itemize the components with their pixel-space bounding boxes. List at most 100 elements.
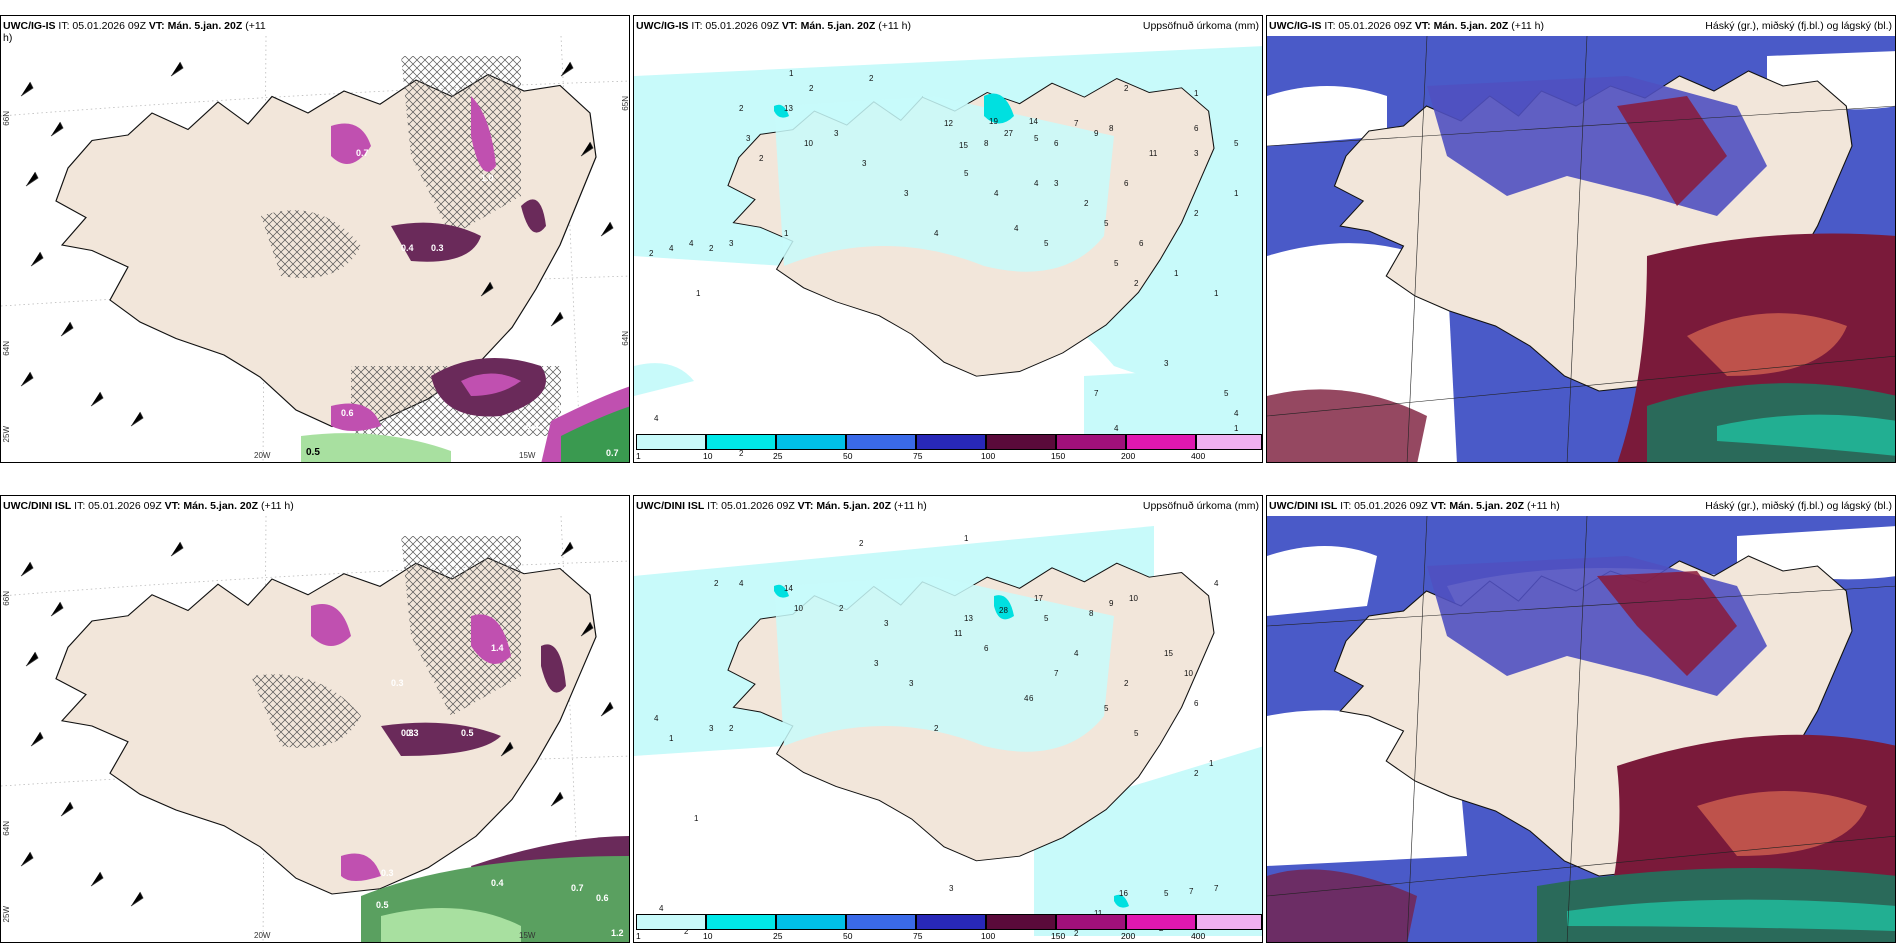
- lat-label: 64N: [621, 331, 630, 346]
- svg-text:4: 4: [1074, 649, 1079, 658]
- svg-text:6: 6: [1194, 124, 1199, 133]
- lat-label: 64N: [2, 821, 11, 836]
- lat-label: 66N: [2, 591, 11, 606]
- svg-text:3: 3: [746, 134, 751, 143]
- svg-text:2: 2: [649, 249, 654, 258]
- svg-text:1: 1: [1209, 759, 1214, 768]
- svg-text:7: 7: [1054, 669, 1059, 678]
- svg-text:5: 5: [1044, 614, 1049, 623]
- svg-text:2: 2: [859, 539, 864, 548]
- svg-text:10: 10: [1129, 594, 1138, 603]
- svg-text:5: 5: [1234, 139, 1239, 148]
- colorbar-tick: 1: [636, 931, 641, 941]
- svg-text:1: 1: [669, 734, 674, 743]
- colorbar-tick: 25: [773, 451, 783, 461]
- svg-text:1: 1: [784, 229, 789, 238]
- colorbar-tick: 75: [913, 931, 923, 941]
- colorbar-swatch: [776, 914, 846, 930]
- svg-text:3: 3: [904, 189, 909, 198]
- svg-text:0.3: 0.3: [431, 243, 444, 253]
- svg-text:13: 13: [784, 104, 793, 113]
- svg-text:0.3: 0.3: [381, 868, 394, 878]
- svg-text:5: 5: [1134, 729, 1139, 738]
- colorbar-swatch: [1196, 914, 1262, 930]
- svg-text:4: 4: [669, 244, 674, 253]
- svg-text:4: 4: [994, 189, 999, 198]
- svg-text:4: 4: [659, 904, 664, 913]
- svg-text:0.4: 0.4: [401, 243, 414, 253]
- svg-text:0.7: 0.7: [571, 883, 584, 893]
- svg-text:3: 3: [1194, 149, 1199, 158]
- svg-text:2: 2: [869, 74, 874, 83]
- svg-text:12: 12: [944, 119, 953, 128]
- svg-text:2: 2: [934, 724, 939, 733]
- svg-text:7: 7: [1074, 119, 1079, 128]
- svg-text:1: 1: [1194, 89, 1199, 98]
- svg-text:0.2: 0.2: [576, 393, 589, 403]
- svg-text:0.2: 0.2: [556, 403, 569, 413]
- svg-text:1: 1: [1174, 269, 1179, 278]
- svg-text:11: 11: [1094, 909, 1103, 918]
- svg-text:1: 1: [694, 814, 699, 823]
- svg-text:2: 2: [729, 724, 734, 733]
- wind-precip-panel-igis: UWC/IG-IS IT: 05.01.2026 09Z VT: Mán. 5.…: [0, 15, 630, 463]
- svg-text:0.5: 0.5: [461, 728, 474, 738]
- colorbar-tick: 200: [1121, 451, 1136, 461]
- precip-green: [361, 856, 629, 942]
- panel-subtitle: Uppsöfnuð úrkoma (mm): [1142, 500, 1259, 512]
- colorbar-swatch: [1056, 434, 1126, 450]
- svg-text:6: 6: [1124, 179, 1129, 188]
- svg-text:9: 9: [1094, 129, 1099, 138]
- svg-text:0.3: 0.3: [401, 728, 414, 738]
- panel-subtitle: Uppsöfnuð úrkoma (mm): [1142, 20, 1259, 32]
- colorbar-tick: 150: [1051, 451, 1066, 461]
- svg-text:5: 5: [1224, 389, 1229, 398]
- svg-text:6: 6: [1139, 239, 1144, 248]
- colorbar-tick: 1: [636, 451, 641, 461]
- colorbar-tick: 200: [1121, 931, 1136, 941]
- svg-text:27: 27: [1004, 129, 1013, 138]
- svg-text:6: 6: [1054, 139, 1059, 148]
- svg-text:5: 5: [1044, 239, 1049, 248]
- colorbar-tick: 100: [981, 451, 996, 461]
- colorbar-tick: 150: [1051, 931, 1066, 941]
- svg-text:5: 5: [1034, 134, 1039, 143]
- panel-title: UWC/DINI ISL IT: 05.01.2026 09Z VT: Mán.…: [1269, 500, 1560, 512]
- cloud-panel-igis: UWC/IG-IS IT: 05.01.2026 09Z VT: Mán. 5.…: [1266, 15, 1896, 463]
- svg-text:4: 4: [934, 229, 939, 238]
- svg-text:8: 8: [1109, 124, 1114, 133]
- svg-text:1: 1: [1234, 424, 1239, 433]
- svg-text:2: 2: [739, 104, 744, 113]
- svg-text:7: 7: [1214, 884, 1219, 893]
- colorbar-tick: 50: [843, 451, 853, 461]
- colorbar-swatch: [636, 434, 706, 450]
- panel-title: UWC/DINI ISL IT: 05.01.2026 09Z VT: Mán.…: [3, 500, 294, 512]
- svg-text:1.4: 1.4: [491, 643, 504, 653]
- wind-precip-panel-dini: UWC/DINI ISL IT: 05.01.2026 09Z VT: Mán.…: [0, 495, 630, 943]
- colorbar-swatch: [916, 434, 986, 450]
- wind-barbs: [20, 541, 614, 907]
- svg-text:9: 9: [1109, 599, 1114, 608]
- snow-hatch: [251, 536, 521, 748]
- svg-text:0.6: 0.6: [341, 408, 354, 418]
- svg-text:17: 17: [1034, 594, 1043, 603]
- svg-text:0.6: 0.6: [596, 893, 609, 903]
- svg-text:1.2: 1.2: [611, 928, 624, 938]
- colorbar-tick: 10: [703, 451, 713, 461]
- svg-text:6: 6: [984, 644, 989, 653]
- svg-text:0.3: 0.3: [406, 728, 419, 738]
- svg-text:3: 3: [884, 619, 889, 628]
- precip-green: [301, 406, 629, 462]
- svg-text:0.3: 0.3: [391, 678, 404, 688]
- svg-text:4: 4: [654, 414, 659, 423]
- panel-title: UWC/IG-IS IT: 05.01.2026 09Z VT: Mán. 5.…: [3, 20, 266, 44]
- colorbar-swatch: [776, 434, 846, 450]
- lat-label: 66N: [2, 111, 11, 126]
- svg-text:3: 3: [909, 679, 914, 688]
- colorbar-tick: 75: [913, 451, 923, 461]
- colorbar-swatch: [706, 914, 776, 930]
- colorbar-tick: 25: [773, 931, 783, 941]
- colorbar-tick: 50: [843, 931, 853, 941]
